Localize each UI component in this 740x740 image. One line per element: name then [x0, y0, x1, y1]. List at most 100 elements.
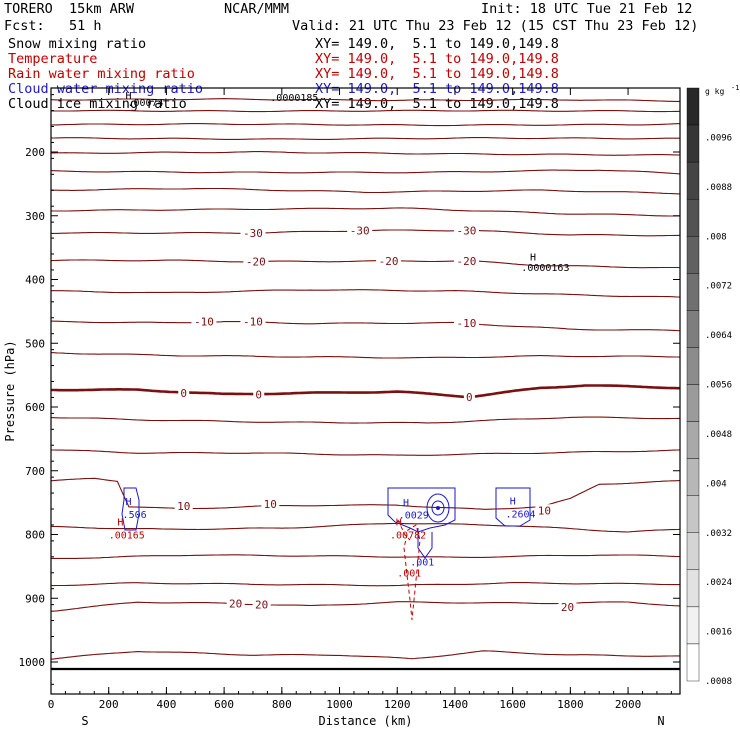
colorbar-box	[686, 384, 700, 422]
colorbar-tick-label: .0056	[705, 381, 732, 391]
y-axis-label: Pressure (hPa)	[3, 340, 17, 441]
colorbar-box	[686, 87, 700, 126]
y-tick-label: 400	[25, 274, 45, 287]
temperature-isotherm	[51, 169, 681, 175]
snow-label: .0000185	[270, 93, 318, 104]
temperature-label-bg	[191, 315, 217, 327]
y-tick-label: 300	[25, 210, 45, 223]
x-tick-label: 1800	[557, 698, 584, 711]
temperature-label: -20	[379, 255, 399, 268]
temperature-label-bg	[240, 315, 266, 327]
snow-label: .0000163	[521, 263, 569, 274]
y-tick-label: 500	[25, 337, 45, 350]
x-tick-label: 1600	[499, 698, 526, 711]
temperature-label: -20	[246, 256, 266, 269]
temperature-isotherm	[50, 109, 681, 113]
legend-rain-field: Rain water mixing ratio	[8, 66, 195, 82]
colorbar-tick-label: .0016	[705, 628, 732, 638]
temperature-label: 10	[538, 504, 551, 517]
x-tick-label: 400	[156, 698, 176, 711]
colorbar-box	[686, 421, 700, 459]
temperature-isotherm	[50, 98, 680, 102]
x-tick-label: 200	[99, 698, 119, 711]
temperature-label-bg	[174, 499, 193, 511]
rain-water-label: .00165	[109, 530, 145, 541]
cloud-water-label: .001	[410, 558, 434, 569]
legend-cloud-water-xy: XY= 149.0, 5.1 to 149.0,149.8	[315, 81, 559, 97]
x-tick-label: 600	[214, 698, 234, 711]
y-tick-label: 600	[25, 401, 45, 414]
snow-label: .00074	[127, 98, 163, 109]
colorbar-box	[686, 124, 700, 163]
colorbar-box	[686, 532, 700, 571]
temperature-label: -30	[457, 224, 477, 237]
cloud-water-contour	[387, 487, 456, 533]
forecast-hour: Fcst: 51 h	[4, 18, 102, 34]
y-tick-label: 700	[25, 465, 45, 478]
run-name: TORERO 15km ARW	[4, 1, 135, 17]
colorbar-box	[686, 495, 700, 533]
x-end-label-south: S	[81, 714, 88, 728]
colorbar-box	[686, 569, 700, 608]
legend-snow-field: Snow mixing ratio	[8, 36, 147, 52]
y-tick-label: 1000	[19, 656, 46, 669]
temperature-label-bg	[453, 316, 479, 328]
cloud-water-label: H	[403, 498, 409, 509]
colorbar-tick-label: .004	[705, 479, 727, 489]
legend-rain-xy: XY= 149.0, 5.1 to 149.0,149.8	[315, 66, 559, 82]
cloud-water-contour	[417, 528, 433, 559]
colorbar-tick-label: .0088	[705, 183, 732, 193]
temperature-isotherm	[50, 416, 680, 424]
temperature-isotherm	[51, 289, 681, 298]
legend-cloud-water-field: Cloud water mixing ratio	[8, 81, 204, 97]
temperature-isotherm	[50, 650, 680, 660]
x-tick-label: 800	[272, 698, 292, 711]
temperature-label: 0	[466, 391, 473, 404]
colorbar-tick-label: .008	[705, 232, 727, 242]
temperature-label-bg	[253, 388, 265, 400]
colorbar-box	[686, 236, 700, 274]
temperature-isotherm	[50, 522, 681, 533]
temperature-isotherm	[51, 151, 681, 156]
temperature-label-bg	[347, 224, 373, 236]
temperature-label: 20	[561, 601, 574, 614]
legend-temperature-field: Temperature	[8, 51, 98, 67]
temperature-isotherm	[50, 123, 681, 127]
temperature-isotherm	[50, 207, 680, 217]
colorbar-tick-label: .0096	[705, 133, 732, 143]
temperature-label-bg	[376, 255, 402, 267]
x-axis-label: Distance (km)	[319, 714, 413, 728]
valid-time: Valid: 21 UTC Thu 23 Feb 12 (15 CST Thu …	[292, 18, 699, 34]
cloud-ice-label: H	[125, 91, 131, 102]
temperature-label: 10	[177, 500, 190, 513]
colorbar-tick-label: .0072	[705, 282, 732, 292]
temperature-label-bg	[463, 390, 475, 402]
colorbar-unit-exponent: -1	[731, 84, 739, 92]
init-time: Init: 18 UTC Tue 21 Feb 12	[481, 1, 693, 17]
temperature-label-bg	[453, 255, 479, 267]
temperature-isotherm	[51, 554, 681, 559]
temperature-label: 10	[264, 498, 277, 511]
rain-water-contour	[397, 519, 411, 541]
temperature-isotherm	[51, 137, 680, 140]
temperature-isotherm	[50, 320, 681, 332]
temperature-label: -20	[457, 255, 477, 268]
temperature-label: -10	[194, 316, 214, 329]
temperature-label: 20	[255, 599, 268, 612]
x-tick-label: 0	[48, 698, 55, 711]
cloud-water-contour	[426, 493, 450, 523]
temperature-label: -30	[350, 224, 370, 237]
colorbar-box	[686, 273, 700, 311]
temperature-label: -30	[243, 227, 263, 240]
x-end-label-north: N	[657, 714, 664, 728]
temperature-label-bg	[261, 497, 280, 509]
temperature-isotherm	[51, 582, 680, 587]
temperature-isotherm	[50, 477, 681, 510]
colorbar-box	[686, 198, 700, 237]
temperature-label: 0	[180, 387, 187, 400]
temperature-label: 0	[255, 388, 262, 401]
cloud-water-contour	[495, 487, 531, 527]
cloud-water-label: .2604	[505, 509, 535, 520]
temperature-label: -10	[457, 317, 477, 330]
